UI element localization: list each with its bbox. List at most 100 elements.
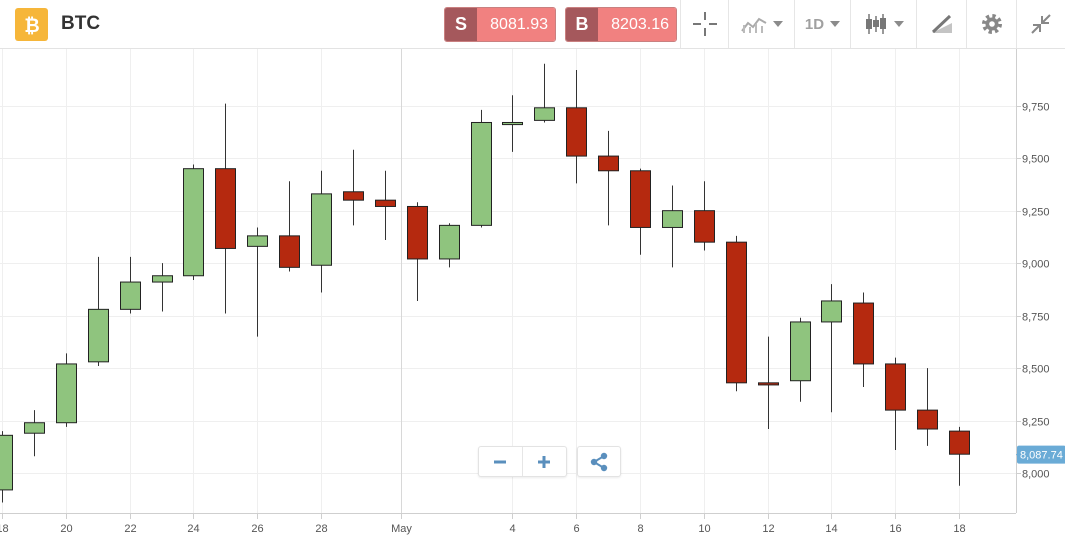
candle-body [247, 235, 268, 247]
candle-up [183, 164, 204, 280]
chevron-down-icon [772, 21, 783, 27]
candle-body [662, 210, 683, 228]
candle-body [598, 155, 619, 172]
candle-body [407, 205, 428, 260]
candle-body [56, 363, 77, 424]
candle-down [566, 69, 587, 184]
candle-body [502, 121, 523, 126]
candle-body [471, 121, 492, 226]
price-chart[interactable]: 8,000 8,250 8,500 8,750 9,000 9,250 9,500 9,750… [0, 49, 1065, 540]
candle-body [24, 422, 45, 434]
x-axis: 18 20 22 24 26 28 May 4 6 8 10 12 14 16 18 [0, 513, 1016, 535]
x-tick-label: 26 [251, 523, 263, 535]
candle-down [885, 357, 906, 451]
candle-body [311, 193, 332, 266]
candle-body [215, 168, 236, 249]
candle-body [534, 107, 555, 121]
x-tick-label: 8 [637, 523, 643, 535]
candle-body [88, 308, 109, 363]
candle-down [630, 168, 651, 255]
candle-body [821, 300, 842, 323]
x-tick-label: 6 [573, 523, 579, 535]
candle-body [758, 382, 779, 386]
candle-up [0, 431, 13, 503]
bitcoin-icon: ₿ [15, 8, 48, 41]
candle-down [949, 426, 970, 486]
candle-body [439, 224, 460, 260]
candle-body [183, 168, 204, 277]
crosshair-button[interactable] [680, 0, 728, 48]
sell-button[interactable]: S 8081.93 [444, 7, 556, 42]
candle-down [853, 292, 874, 388]
zoom-out-button[interactable] [479, 447, 523, 476]
settings-icon [981, 14, 1002, 34]
candle-down [694, 181, 715, 251]
chart-toolbar: ₿ BTC S 8081.93 B 8203.16 1D [0, 0, 1065, 49]
y-tick-label: 9,750 [1022, 102, 1050, 114]
sell-label: S [445, 8, 477, 41]
candle-body [885, 363, 906, 411]
candle-up [790, 317, 811, 402]
candle-down [407, 202, 428, 301]
y-tick-label: 8,500 [1022, 364, 1050, 376]
timeframe-dropdown[interactable]: 1D [794, 0, 850, 48]
zoom-controls [478, 446, 567, 477]
zoom-out-icon [494, 460, 507, 463]
candle-up [152, 263, 173, 312]
chart-type-button[interactable] [850, 0, 916, 48]
y-tick-label: 9,500 [1022, 154, 1050, 166]
candle-down [215, 103, 236, 314]
zoom-in-button[interactable] [523, 447, 567, 476]
settings-button[interactable] [966, 0, 1016, 48]
x-tick-label: 24 [187, 523, 199, 535]
last-price-tag: 8,087.74 [1016, 445, 1065, 464]
y-tick-label: 8,250 [1022, 417, 1050, 429]
collapse-button[interactable] [1016, 0, 1065, 48]
y-tick-label: 8,750 [1022, 312, 1050, 324]
share-button-inner[interactable] [578, 447, 620, 476]
x-tick-label: 14 [825, 523, 837, 535]
buy-button[interactable]: B 8203.16 [565, 7, 677, 42]
candle-up [821, 284, 842, 413]
timeframe-label: 1D [804, 15, 825, 33]
x-tick-label: 20 [60, 523, 72, 535]
y-axis: 8,000 8,250 8,500 8,750 9,000 9,250 9,500 9,750 [1016, 49, 1050, 513]
candle-up [88, 256, 109, 367]
candle-body [120, 281, 141, 310]
share-button[interactable] [577, 446, 621, 477]
candle-up [439, 223, 460, 268]
candle-body [375, 199, 396, 207]
candle-body [790, 321, 811, 382]
draw-button[interactable] [916, 0, 966, 48]
x-tick-label: May [391, 523, 412, 535]
candle-body [152, 275, 173, 283]
candle-body [566, 107, 587, 157]
x-tick-label: 22 [124, 523, 136, 535]
buy-label: B [566, 8, 598, 41]
indicators-button[interactable] [728, 0, 794, 48]
crosshair-icon [692, 12, 717, 36]
y-tick-label: 9,000 [1022, 259, 1050, 271]
bitcoin-glyph: ₿ [24, 15, 39, 36]
y-tick-label: 9,250 [1022, 207, 1050, 219]
candle-series [0, 63, 970, 503]
candle-body [0, 434, 13, 491]
y-tick-label: 8,000 [1022, 469, 1050, 481]
collapse-icon [1031, 14, 1051, 34]
candle-down [375, 170, 396, 241]
candle-body [279, 235, 300, 268]
chevron-down-icon [893, 21, 904, 27]
x-tick-label: 16 [889, 523, 901, 535]
candle-body [853, 302, 874, 365]
indicators-icon [740, 17, 766, 33]
chevron-down-icon [830, 21, 841, 27]
candle-up [662, 185, 683, 268]
candle-body [917, 409, 938, 430]
candle-down [279, 181, 300, 272]
share-icon [590, 452, 608, 471]
candle-down [726, 235, 747, 392]
candle-up [471, 109, 492, 228]
candle-up [24, 410, 45, 457]
candle-down [758, 336, 779, 430]
x-tick-label: 28 [315, 523, 327, 535]
